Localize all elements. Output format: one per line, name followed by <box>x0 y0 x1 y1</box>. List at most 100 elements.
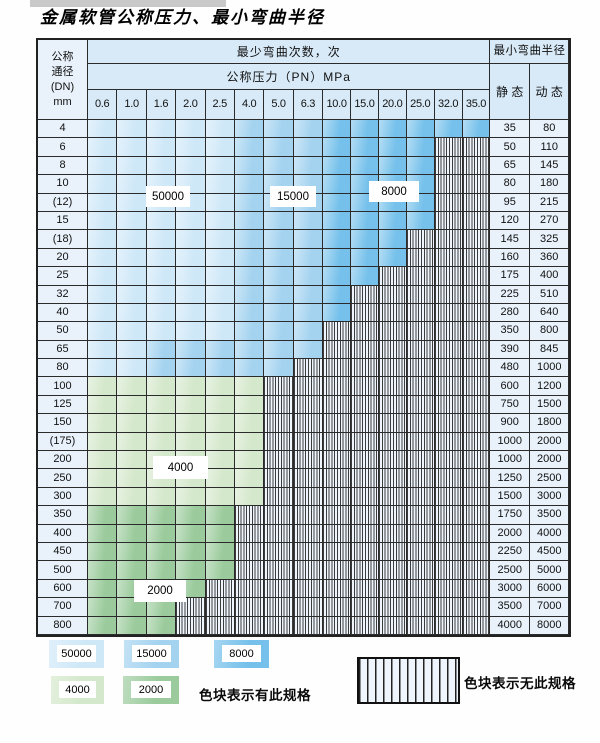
static-radius-cell: 35 <box>490 120 530 139</box>
no-spec-cell <box>293 506 324 525</box>
dynamic-radius-cell: 270 <box>529 211 570 231</box>
no-spec-cell <box>406 267 435 286</box>
legend-swatch-2000-label: 2000 <box>131 681 171 698</box>
dynamic-radius-cell: 5000 <box>529 561 570 580</box>
static-radius-cell: 350 <box>490 322 530 341</box>
no-spec-cell <box>434 211 463 231</box>
dynamic-radius-cell: 2000 <box>529 432 570 452</box>
static-radius-cell: 3000 <box>490 579 530 599</box>
no-spec-cell <box>264 487 294 507</box>
pressure-header-4.0: 4.0 <box>234 90 265 120</box>
spec-cell-b3 <box>323 230 352 249</box>
no-spec-cell <box>462 598 491 617</box>
spec-cell-g1 <box>146 414 177 433</box>
spec-cell-g2 <box>146 561 177 580</box>
spec-cell-b1 <box>146 156 177 176</box>
spec-cell-b1 <box>176 211 206 231</box>
spec-cell-g2 <box>176 506 206 525</box>
spec-cell-g1 <box>234 377 265 396</box>
dn-cell: 250 <box>38 469 88 488</box>
spec-cell-g1 <box>205 487 235 507</box>
no-spec-cell <box>351 542 379 562</box>
no-spec-cell <box>378 506 407 525</box>
spec-cell-b1 <box>88 230 118 249</box>
spec-cell-g2 <box>88 616 118 635</box>
spec-cell-b2 <box>205 359 235 378</box>
pressure-radius-table: 公称 通径 (DN) mm 最少弯曲次数，次 最小弯曲半径 公称压力（PN）MP… <box>36 38 572 637</box>
no-spec-cell <box>323 414 352 433</box>
no-spec-cell <box>462 211 491 231</box>
spec-cell-b2 <box>234 211 265 231</box>
no-spec-cell <box>406 359 435 378</box>
dn-cell: 450 <box>38 542 88 562</box>
spec-cell-b2 <box>176 359 206 378</box>
dynamic-column-header: 动 态 <box>529 64 570 120</box>
no-spec-cell <box>378 377 407 396</box>
spec-cell-b2 <box>234 340 265 360</box>
pressure-header-35.0: 35.0 <box>462 90 491 120</box>
spec-cell-b2 <box>264 340 294 360</box>
spec-cell-b1 <box>176 248 206 268</box>
no-spec-cell <box>434 469 463 488</box>
legend-swatch-15000-label: 15000 <box>132 645 171 662</box>
spec-cell-b1 <box>176 285 206 304</box>
no-spec-cell <box>351 377 379 396</box>
legend-swatch-50000: 50000 <box>49 640 104 668</box>
spec-cell-b2 <box>234 285 265 304</box>
spec-cell-b1 <box>117 303 147 323</box>
static-radius-cell: 750 <box>490 395 530 415</box>
spec-cell-g1 <box>117 414 147 433</box>
pressure-header-6.3: 6.3 <box>293 90 324 120</box>
no-spec-cell <box>434 542 463 562</box>
cycle-label-15000: 15000 <box>270 186 316 207</box>
no-spec-cell <box>434 414 463 433</box>
spec-cell-b2 <box>264 322 294 341</box>
spec-cell-b1 <box>205 156 235 176</box>
spec-cell-b2 <box>234 156 265 176</box>
spec-cell-b1 <box>117 211 147 231</box>
no-spec-cell <box>378 487 407 507</box>
spec-cell-g2 <box>176 542 206 562</box>
static-radius-cell: 120 <box>490 211 530 231</box>
no-spec-cell <box>462 248 491 268</box>
spec-cell-b1 <box>88 340 118 360</box>
pressure-header-1.6: 1.6 <box>146 90 177 120</box>
no-spec-cell <box>434 267 463 286</box>
no-spec-cell <box>176 598 206 617</box>
no-spec-cell <box>293 579 324 599</box>
no-spec-cell <box>406 506 435 525</box>
spec-cell-b1 <box>117 322 147 341</box>
dn-cell: 20 <box>38 248 88 268</box>
spec-cell-b3 <box>351 138 379 157</box>
spec-cell-b1 <box>176 120 206 139</box>
no-spec-cell <box>351 487 379 507</box>
no-spec-cell <box>293 487 324 507</box>
no-spec-cell <box>264 432 294 452</box>
spec-cell-b3 <box>378 211 407 231</box>
no-spec-cell <box>434 506 463 525</box>
no-spec-cell <box>378 432 407 452</box>
pressure-header-20.0: 20.0 <box>378 90 407 120</box>
dynamic-radius-cell: 1000 <box>529 359 570 378</box>
legend-swatch-50000-label: 50000 <box>57 645 96 662</box>
scan-artifact-bar <box>30 0 226 7</box>
spec-cell-g1 <box>117 432 147 452</box>
no-spec-cell <box>434 432 463 452</box>
no-spec-cell <box>434 138 463 157</box>
spec-cell-g2 <box>205 542 235 562</box>
no-spec-cell <box>351 469 379 488</box>
spec-cell-b2 <box>264 303 294 323</box>
no-spec-cell <box>378 451 407 470</box>
spec-cell-b1 <box>117 248 147 268</box>
static-radius-cell: 1000 <box>490 451 530 470</box>
no-spec-cell <box>323 524 352 543</box>
dn-cell: (12) <box>38 193 88 212</box>
spec-cell-g1 <box>117 395 147 415</box>
spec-cell-b1 <box>88 248 118 268</box>
no-spec-cell <box>462 322 491 341</box>
page-title: 金属软管公称压力、最小弯曲半径 <box>40 8 325 28</box>
static-radius-cell: 600 <box>490 377 530 396</box>
no-spec-cell <box>234 616 265 635</box>
no-spec-cell <box>406 579 435 599</box>
